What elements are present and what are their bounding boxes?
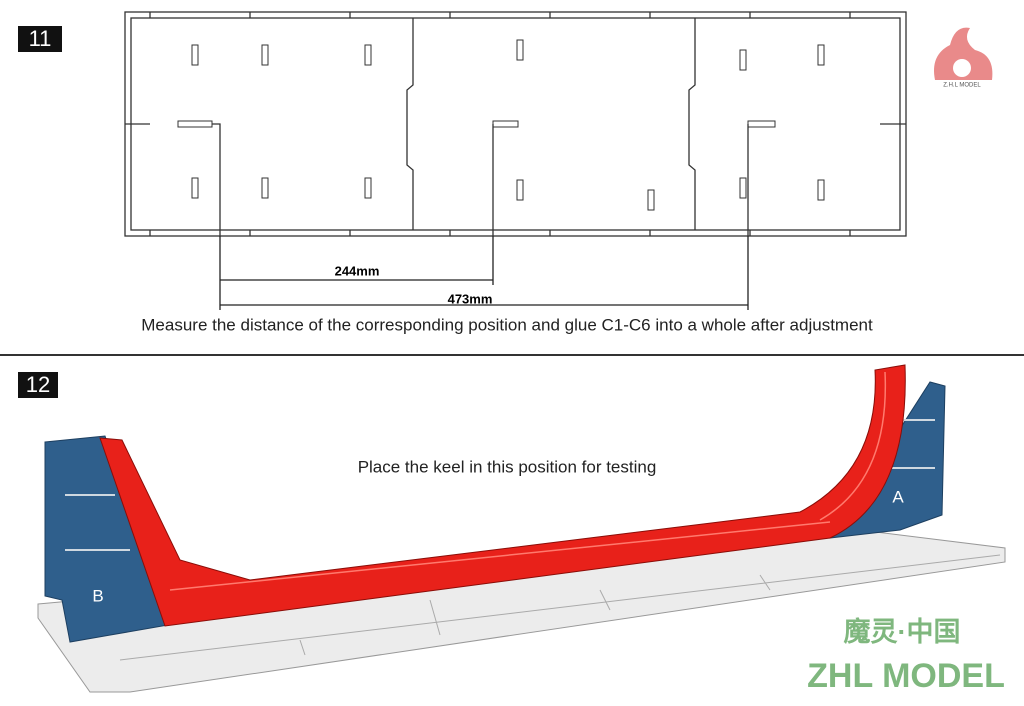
step-number: 11 — [29, 26, 52, 51]
caption: Measure the distance of the correspondin… — [141, 315, 873, 334]
part-label: A — [892, 487, 904, 506]
dimension-label: 473mm — [448, 291, 493, 306]
part-label: B — [92, 586, 103, 605]
dimension-label: 244mm — [335, 263, 380, 278]
caption: Place the keel in this position for test… — [358, 457, 657, 476]
dimension-lines — [219, 236, 749, 310]
step-number: 12 — [26, 372, 50, 397]
watermark-brand: ZHL MODEL — [807, 657, 1005, 695]
keel-assembly — [37, 364, 1006, 693]
step-badge — [18, 26, 62, 52]
logo-text: Z.H.L MODEL — [943, 83, 981, 89]
step-badge — [18, 372, 58, 398]
frame-drawing — [124, 11, 907, 237]
logo-mark — [934, 27, 993, 80]
watermark-chinese: 魔灵·中国 — [844, 617, 961, 647]
